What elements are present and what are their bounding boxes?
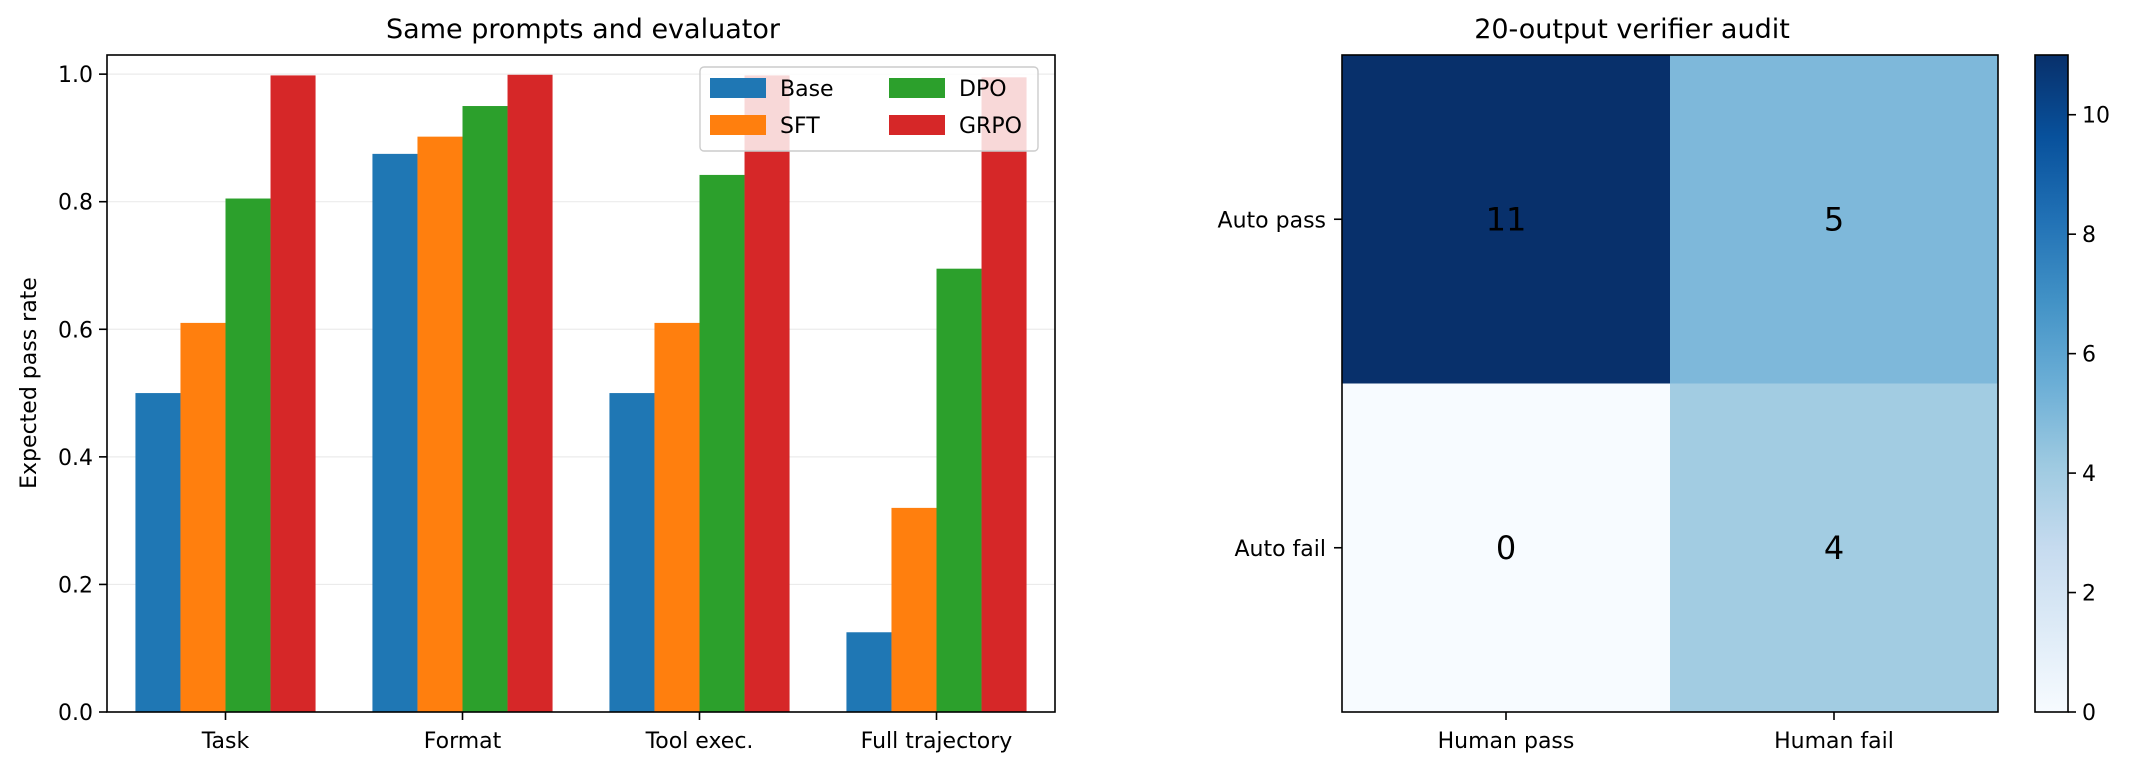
heatmap-frame: [1341, 54, 1999, 713]
y-tick-label: 0.8: [58, 191, 93, 216]
legend-swatch-base: [710, 78, 766, 98]
legend-swatch-dpo: [889, 78, 945, 98]
legend-label-sft: SFT: [780, 114, 820, 139]
legend: Base SFT DPO GRPO: [699, 66, 1039, 152]
bar-sft-format: [417, 136, 463, 712]
colorbar-gradient: [2035, 55, 2068, 712]
colorbar: 0 2 4 6 8 10: [2034, 54, 2110, 726]
y-tick-label: 0.2: [58, 573, 93, 598]
bar-base-task: [135, 393, 181, 712]
bar-grpo-task: [270, 75, 316, 713]
heatmap-cell-auto-pass-human-fail: [1670, 55, 1999, 384]
x-tick-label: Tool exec.: [645, 729, 754, 754]
bar-sft-tool-exec: [654, 322, 700, 712]
heatmap-title: 20-output verifier audit: [1474, 14, 1790, 45]
bar-chart: Same prompts and evaluator 0.00.20.40.60…: [17, 14, 1056, 754]
bar-chart-title: Same prompts and evaluator: [386, 14, 781, 45]
y-tick-label: 1.0: [58, 63, 93, 88]
y-tick-label: 0.0: [58, 701, 93, 726]
heatmap-y-label: Auto fail: [1234, 537, 1326, 562]
heatmap-x-label: Human fail: [1774, 729, 1894, 754]
y-axis: 0.0 0.2 0.4 0.6 0.8 1.0: [58, 63, 107, 726]
colorbar-tick-label: 4: [2082, 462, 2096, 487]
heatmap-cell-value: 11: [1486, 200, 1527, 238]
legend-label-grpo: GRPO: [959, 114, 1022, 139]
heatmap-cell-value: 5: [1824, 200, 1844, 238]
bar-base-format: [372, 153, 418, 713]
legend-swatch-grpo: [889, 115, 945, 135]
bar-dpo-task: [225, 198, 271, 713]
heatmap-cell-value: 0: [1496, 529, 1516, 567]
y-axis-label: Expected pass rate: [17, 277, 42, 489]
heatmap-x-label: Human pass: [1438, 729, 1575, 754]
colorbar-ticks: 0 2 4 6 8 10: [2068, 104, 2110, 726]
x-tick-label: Format: [424, 729, 502, 754]
heatmap-cell-auto-fail-human-fail: [1670, 383, 1999, 713]
bar-plot-frame: [106, 54, 1056, 713]
legend-swatch-sft: [710, 115, 766, 135]
bar-base-tool-exec: [609, 393, 655, 712]
x-axis: Task Format Tool exec. Full trajectory: [201, 712, 1013, 754]
bar-sft-full-trajectory: [891, 507, 937, 712]
bar-dpo-format: [462, 106, 508, 713]
heatmap-chart: 20-output verifier audit 11 5 0 4 Auto pass…: [1218, 14, 2110, 754]
heatmap-cell-auto-pass-human-pass: [1342, 55, 1671, 384]
colorbar-frame: [2034, 54, 2069, 713]
bar-base-full-trajectory: [846, 632, 892, 712]
colorbar-tick-label: 0: [2082, 701, 2096, 726]
legend-label-base: Base: [780, 77, 834, 102]
x-tick-label: Full trajectory: [861, 729, 1013, 754]
bar-grpo-tool-exec: [744, 75, 790, 713]
bar-grpo-full-trajectory: [981, 77, 1027, 712]
bar-sft-task: [180, 322, 226, 712]
heatmap-cell-value: 4: [1824, 529, 1844, 567]
heatmap-cell-auto-fail-human-pass: [1342, 383, 1671, 713]
heatmap-cells: 11 5 0 4: [1342, 55, 1999, 713]
heatmap-y-label: Auto pass: [1218, 208, 1326, 233]
y-tick-label: 0.4: [58, 446, 93, 471]
legend-label-dpo: DPO: [959, 77, 1007, 102]
colorbar-tick-label: 8: [2082, 223, 2096, 248]
bar-grpo-format: [507, 74, 553, 712]
bar-dpo-tool-exec: [699, 174, 745, 712]
y-tick-label: 0.6: [58, 318, 93, 343]
heatmap-axes: Auto pass Auto fail Human pass Human fail: [1218, 208, 1894, 754]
bar-dpo-full-trajectory: [936, 268, 982, 712]
colorbar-tick-label: 10: [2082, 104, 2110, 129]
x-tick-label: Task: [201, 729, 250, 754]
colorbar-tick-label: 2: [2082, 582, 2096, 607]
legend-box: [699, 66, 1039, 152]
bar-marks: [135, 74, 1027, 713]
colorbar-tick-label: 6: [2082, 343, 2096, 368]
